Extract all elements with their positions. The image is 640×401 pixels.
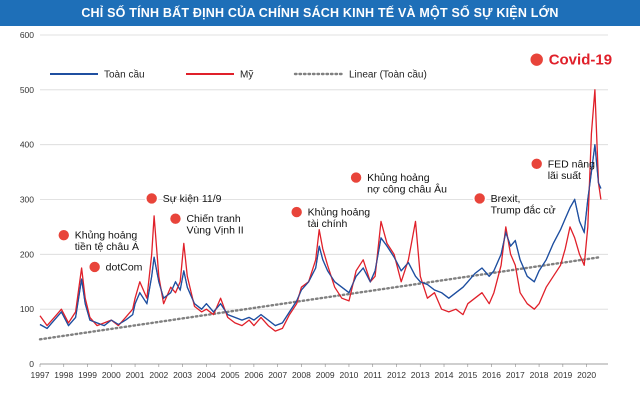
y-tick-label-200: 200 [20, 249, 34, 259]
event-label-0-1: tiền tệ châu Á [75, 240, 139, 253]
y-tick-label-600: 600 [20, 30, 34, 40]
event-label-1-0: dotCom [106, 261, 143, 273]
event-marker-8 [528, 51, 545, 68]
event-marker-5 [349, 170, 363, 185]
x-tick-label-2007: 2007 [268, 370, 287, 380]
x-tick-label-1997: 1997 [31, 370, 50, 380]
x-tick-label-1998: 1998 [54, 370, 73, 380]
y-tick-label-500: 500 [20, 85, 34, 95]
y-tick-label-0: 0 [29, 359, 34, 369]
event-marker-6 [472, 191, 487, 206]
series-line-global-overlay [39, 144, 602, 330]
event-label-8-0: Covid-19 [549, 52, 612, 69]
x-tick-label-2018: 2018 [530, 370, 549, 380]
x-tick-label-2008: 2008 [292, 370, 311, 380]
event-label-4-0: Khủng hoảng [308, 207, 371, 219]
event-marker-7 [529, 157, 544, 171]
y-tick-label-300: 300 [20, 195, 34, 205]
event-marker-3 [168, 211, 183, 226]
x-tick-label-2005: 2005 [221, 370, 240, 380]
x-tick-label-2012: 2012 [387, 370, 406, 380]
x-tick-label-2015: 2015 [458, 370, 477, 380]
event-label-3-0: Chiến tranh [186, 213, 240, 225]
event-marker-1 [87, 260, 102, 274]
x-tick-label-2019: 2019 [553, 370, 572, 380]
event-marker-0 [56, 228, 71, 242]
event-label-7-1: lãi suất [548, 170, 581, 182]
x-tick-label-2014: 2014 [435, 370, 454, 380]
x-tick-label-2010: 2010 [339, 370, 358, 380]
event-label-4-1: tài chính [308, 218, 348, 230]
event-label-7-0: FED nâng [548, 158, 595, 170]
event-label-5-0: Khủng hoảng [367, 172, 430, 184]
event-marker-4 [289, 205, 304, 219]
x-tick-label-2009: 2009 [316, 370, 335, 380]
event-label-2-0: Sự kiện 11/9 [163, 193, 222, 205]
legend-global-label: Toàn cầu [104, 69, 145, 81]
x-tick-label-2011: 2011 [364, 370, 383, 380]
x-tick-label-2001: 2001 [126, 370, 145, 380]
line-chart: 0 100 200 300 400 500 600 1997 1998 1999 2000 2001 2… [20, 30, 612, 380]
x-tick-label-2006: 2006 [244, 370, 263, 380]
trendline [38, 255, 603, 341]
x-tick-label-2016: 2016 [482, 370, 501, 380]
x-tick-label-2017: 2017 [506, 370, 525, 380]
y-tick-label-400: 400 [20, 140, 34, 150]
event-marker-2 [144, 191, 159, 206]
event-label-0-0: Khủng hoảng [75, 230, 138, 242]
x-tick-label-2020: 2020 [577, 370, 596, 380]
x-tick-label-1999: 1999 [78, 370, 97, 380]
event-label-6-1: Trump đắc cử [491, 203, 556, 216]
x-tick-label-2002: 2002 [149, 370, 168, 380]
event-label-5-1: nợ công châu Âu [367, 183, 447, 196]
chart-title: CHỈ SỐ TÍNH BẤT ĐỊNH CỦA CHÍNH SÁCH KINH… [81, 6, 559, 20]
x-tick-label-2004: 2004 [197, 370, 216, 380]
x-tick-label-2003: 2003 [173, 370, 192, 380]
title-bar: CHỈ SỐ TÍNH BẤT ĐỊNH CỦA CHÍNH SÁCH KINH… [0, 0, 640, 26]
legend-us-label: Mỹ [240, 70, 253, 81]
x-tick-label-2013: 2013 [411, 370, 430, 380]
x-tick-label-2000: 2000 [102, 370, 121, 380]
legend-trend-label: Linear (Toàn cầu) [349, 69, 427, 81]
series-line-us [39, 89, 602, 332]
y-tick-label-100: 100 [20, 304, 34, 314]
event-label-3-1: Vùng Vịnh II [186, 225, 243, 237]
event-label-6-0: Brexit, [491, 193, 521, 205]
